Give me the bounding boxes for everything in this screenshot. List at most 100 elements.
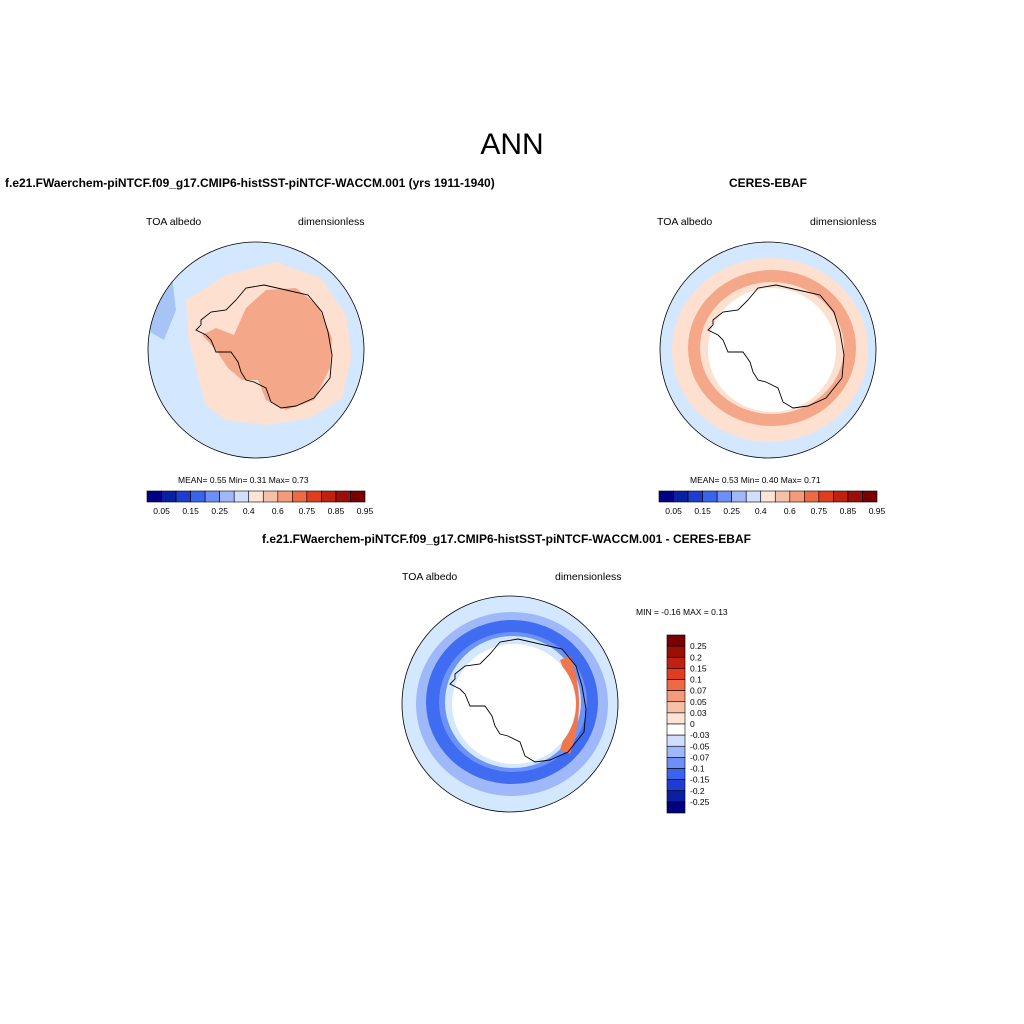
colorbar-tick-label: 0.05 [665, 506, 682, 516]
colorbar-box [175, 490, 191, 503]
colorbar-box [666, 723, 686, 736]
panel-1-salmon-core [202, 288, 332, 410]
colorbar-tick-label: 0.1 [690, 675, 702, 685]
colorbar-tick-label: 0.25 [211, 506, 228, 516]
colorbar-box [731, 490, 747, 503]
colorbar-tick-label: -0.1 [690, 764, 705, 774]
panel-1-units-label: dimensionless [298, 216, 365, 228]
colorbar-box [233, 490, 250, 503]
main-title: ANN [480, 128, 544, 161]
panel-2-coastline [707, 284, 845, 409]
colorbar-box [666, 634, 686, 647]
panel-1-title: f.e21.FWaerchem-piNTCF.f09_g17.CMIP6-his… [5, 176, 495, 190]
colorbar-box [673, 490, 689, 503]
panel-3-stats: MIN = -0.16 MAX = 0.13 [636, 607, 728, 617]
colorbar-box [204, 490, 220, 503]
colorbar-box [666, 801, 686, 814]
panel-2-colorbar-labels: 0.05 0.15 0.25 0.4 0.6 0.75 0.85 0.95 [665, 506, 885, 516]
colorbar-tick-label: 0.6 [784, 506, 796, 516]
colorbar-tick-label: -0.07 [690, 752, 710, 762]
colorbar-box [862, 490, 878, 503]
panel-3-colorbar-boxes [666, 634, 686, 814]
colorbar-tick-label: 0.4 [243, 506, 255, 516]
panel-3-map-border [401, 595, 619, 813]
panel-2-colorbar-boxes [658, 490, 878, 503]
panel-2-colorbar: 0.05 0.15 0.25 0.4 0.6 0.75 0.85 0.95 [658, 490, 886, 516]
colorbar-tick-label: 0.07 [690, 686, 707, 696]
colorbar-box [847, 490, 863, 503]
colorbar-box [666, 679, 686, 691]
panel-1-colorbar-labels: 0.05 0.15 0.25 0.4 0.6 0.75 0.85 0.95 [153, 506, 373, 516]
colorbar-box [292, 490, 308, 503]
colorbar-box [804, 490, 820, 503]
colorbar-box [666, 757, 686, 769]
colorbar-box [262, 490, 279, 503]
colorbar-box [716, 490, 732, 503]
colorbar-tick-label: 0.95 [869, 506, 886, 516]
colorbar-box [306, 490, 322, 503]
colorbar-tick-label: 0.15 [182, 506, 199, 516]
panel-2-title: CERES-EBAF [729, 176, 808, 190]
colorbar-tick-label: 0.4 [755, 506, 767, 516]
colorbar-box [219, 490, 235, 503]
colorbar-tick-label: 0.25 [690, 641, 707, 651]
colorbar-tick-label: -0.2 [690, 786, 705, 796]
panel-2-stats: MEAN= 0.53 Min= 0.40 Max= 0.71 [690, 475, 821, 485]
colorbar-tick-label: 0.85 [328, 506, 345, 516]
panel-2-units-label: dimensionless [810, 216, 877, 228]
panel-3-field-label: TOA albedo [402, 571, 458, 583]
colorbar-tick-label: 0.75 [299, 506, 316, 516]
colorbar-box [658, 490, 674, 503]
colorbar-box [702, 490, 718, 503]
colorbar-box [745, 490, 762, 503]
panel-1-coastline [195, 284, 333, 409]
colorbar-box [666, 790, 686, 803]
colorbar-box [687, 490, 703, 503]
panel-2-map-border [659, 241, 877, 459]
colorbar-box [248, 490, 264, 503]
panel-1-colorbar: 0.05 0.15 0.25 0.4 0.6 0.75 0.85 0.95 [146, 490, 374, 516]
colorbar-tick-label: 0.15 [694, 506, 711, 516]
colorbar-tick-label: 0.05 [690, 697, 707, 707]
colorbar-tick-label: 0.6 [272, 506, 284, 516]
colorbar-box [666, 712, 686, 725]
colorbar-tick-label: 0.15 [690, 663, 707, 673]
colorbar-box [666, 668, 686, 680]
panel-1-colorbar-boxes [146, 490, 366, 503]
panel-3-units-label: dimensionless [555, 571, 622, 583]
panel-3-polar-map [401, 595, 619, 813]
colorbar-tick-label: 0.85 [840, 506, 857, 516]
panel-1-field-label: TOA albedo [146, 216, 202, 228]
colorbar-box [760, 490, 776, 503]
colorbar-tick-label: -0.25 [690, 797, 710, 807]
colorbar-tick-label: 0.05 [153, 506, 170, 516]
colorbar-tick-label: 0.2 [690, 652, 702, 662]
colorbar-box [789, 490, 805, 503]
panel-3-land-mask [452, 644, 576, 764]
colorbar-tick-label: 0.25 [723, 506, 740, 516]
panel-2-land-mask [708, 288, 836, 412]
colorbar-box [666, 690, 686, 703]
colorbar-box [350, 490, 366, 503]
panel-2-polar-map [659, 241, 877, 459]
panel-3-colorbar-labels: 0.250.20.150.10.070.050.030-0.03-0.05-0.… [690, 641, 710, 807]
panel-3-title: f.e21.FWaerchem-piNTCF.f09_g17.CMIP6-his… [262, 532, 751, 546]
colorbar-box [161, 490, 177, 503]
colorbar-box [666, 768, 686, 780]
panel-2-field-label: TOA albedo [657, 216, 713, 228]
colorbar-box [774, 490, 791, 503]
panel-1-stats: MEAN= 0.55 Min= 0.31 Max= 0.73 [178, 475, 309, 485]
colorbar-box [277, 490, 293, 503]
colorbar-box [666, 779, 686, 792]
colorbar-box [666, 645, 686, 658]
colorbar-box [335, 490, 351, 503]
colorbar-tick-label: 0.75 [811, 506, 828, 516]
colorbar-tick-label: 0.03 [690, 708, 707, 718]
colorbar-tick-label: -0.15 [690, 775, 710, 785]
colorbar-box [321, 490, 337, 503]
colorbar-tick-label: 0 [690, 719, 695, 729]
colorbar-box [818, 490, 834, 503]
colorbar-tick-label: 0.95 [357, 506, 374, 516]
colorbar-box [666, 701, 686, 714]
panel-1-map-border [147, 241, 365, 459]
